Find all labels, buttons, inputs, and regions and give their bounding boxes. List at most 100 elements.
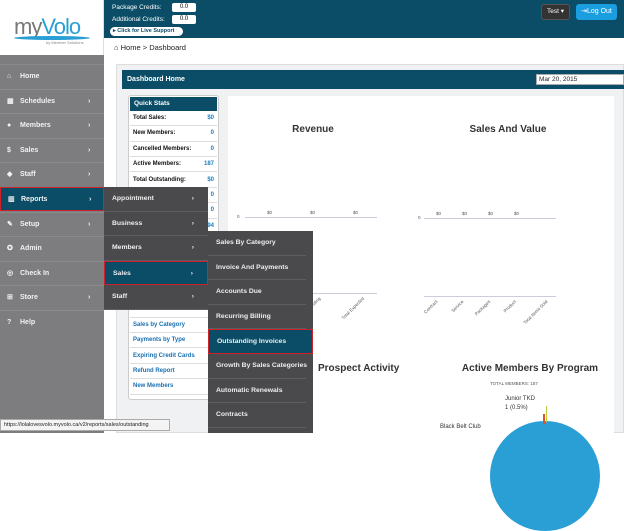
quick-stats-title: Quick Stats: [130, 97, 217, 111]
live-support-button[interactable]: ▸ Click for Live Support: [110, 27, 183, 36]
chevron-right-icon: ›: [191, 293, 194, 301]
dollar-icon: $: [7, 146, 11, 154]
report-link[interactable]: Payments by Type: [130, 333, 217, 349]
quick-stat-row: Total Sales: $0: [130, 111, 217, 127]
sidebar-item-label: Schedules: [20, 97, 56, 105]
sidebar-item-sales[interactable]: $ Sales ›: [0, 137, 104, 162]
additional-credits-label: Additional Credits:: [112, 16, 165, 23]
menu-item-label: Staff: [112, 293, 128, 301]
gear-icon: ✪: [7, 245, 13, 253]
quick-stat-value: $0: [207, 115, 214, 121]
sidebar-item-setup[interactable]: ✎ Setup ›: [0, 211, 104, 236]
logout-icon: ⇥: [581, 8, 587, 15]
live-support-label: Click for Live Support: [117, 28, 175, 34]
quick-stat-row: Cancelled Members: 0: [130, 142, 217, 158]
pie-slice-main: [490, 421, 600, 531]
revenue-data-label: $0: [267, 210, 273, 215]
quick-stat-label: Total Outstanding:: [133, 176, 186, 183]
sidebar-item-label: Members: [20, 122, 51, 130]
chevron-right-icon: ›: [89, 196, 92, 203]
sidebar-item-label: Admin: [20, 245, 42, 253]
report-link-label: Expiring Credit Cards: [133, 352, 195, 359]
user-icon: ●: [7, 122, 12, 130]
report-link[interactable]: New Members: [130, 379, 217, 395]
sidebar-item-staff[interactable]: ◆ Staff ›: [0, 162, 104, 186]
package-credits-label: Package Credits:: [112, 4, 162, 11]
sidebar-item-home[interactable]: ⌂ Home: [0, 64, 104, 88]
sidebar: ⌂ Home ▦ Schedules › ● Members › $ Sales › ◆ Staff › ▥…: [0, 55, 104, 433]
logo-tagline: by Member Solutions: [46, 40, 84, 45]
chevron-right-icon: ›: [88, 220, 91, 228]
quick-stat-value: 187: [203, 161, 214, 168]
logout-label: Log Out: [586, 8, 612, 15]
chevron-right-icon: ›: [190, 269, 193, 277]
breadcrumb: ⌂ Home > Dashboard: [114, 43, 186, 52]
menu-item-label: Business: [112, 219, 143, 227]
sidebar-item-reports[interactable]: ▥ Reports ›: [0, 187, 104, 211]
logo[interactable]: myVolo by Member Solutions: [0, 0, 104, 55]
breadcrumb-separator: >: [142, 43, 148, 52]
sidebar-item-store[interactable]: ⊞ Store ›: [0, 285, 104, 309]
sales-menu-item-recurring-billing[interactable]: Recurring Billing: [208, 305, 306, 330]
sales-menu-item-automatic-renewals[interactable]: Automatic Renewals: [208, 379, 306, 404]
total-members-subtitle: TOTAL MEMBERS: 187: [490, 381, 538, 386]
menu-item-label: Sales: [113, 269, 131, 277]
quick-stat-value: 0: [210, 207, 214, 214]
date-input[interactable]: Mar 20, 2015: [536, 74, 624, 85]
sidebar-item-label: Help: [20, 319, 36, 326]
reports-menu-item-sales[interactable]: Sales ›: [104, 260, 208, 286]
chevron-right-icon: ›: [191, 219, 194, 227]
chevron-right-icon: ›: [88, 146, 91, 154]
sales-menu-item-invoice-and-payments[interactable]: Invoice And Payments: [208, 256, 306, 281]
sales-menu-item-contracts[interactable]: Contracts: [208, 403, 306, 428]
quick-stat-value: 0: [210, 145, 214, 152]
staff-icon: ◆: [7, 171, 13, 179]
sales-value-chart-title: Sales And Value: [469, 124, 547, 135]
sidebar-item-help[interactable]: ? Help: [0, 310, 104, 334]
sidebar-item-label: Setup: [20, 220, 40, 228]
sidebar-item-label: Reports: [21, 196, 48, 203]
menu-item-label: Sales By Category: [216, 239, 276, 246]
sidebar-item-schedules[interactable]: ▦ Schedules ›: [0, 88, 104, 113]
user-menu-label: Test: [547, 8, 559, 15]
logout-button[interactable]: ⇥Log Out: [576, 4, 617, 20]
sales-menu-item-sales-by-category[interactable]: Sales By Category: [208, 231, 306, 256]
pie-label-black-belt-club: Black Belt Club: [440, 424, 481, 430]
menu-item-label: Contracts: [216, 411, 248, 419]
quick-stat-label: Active Members:: [133, 161, 182, 168]
chevron-right-icon: ›: [88, 171, 91, 179]
reports-submenu: Appointment › Business › Members › Sales › Staff…: [104, 187, 208, 310]
menu-item-label: Members: [112, 244, 142, 252]
report-link[interactable]: Sales by Category: [130, 318, 217, 334]
revenue-y-tick: 0: [237, 214, 240, 219]
quick-stat-label: Total Sales:: [133, 115, 167, 121]
reports-menu-item-members[interactable]: Members ›: [104, 236, 208, 261]
sidebar-item-check-in[interactable]: ◎ Check In: [0, 260, 104, 285]
menu-item-label: Outstanding Invoices: [217, 338, 287, 346]
sales-value-data-label: $0: [514, 211, 520, 216]
sales-value-x-axis: [424, 296, 556, 297]
sales-menu-item-accounts-due[interactable]: Accounts Due: [208, 280, 306, 305]
breadcrumb-current: Dashboard: [149, 43, 186, 52]
reports-menu-item-appointment[interactable]: Appointment ›: [104, 187, 208, 212]
report-link[interactable]: Refund Report: [130, 364, 217, 380]
revenue-baseline: [245, 217, 377, 218]
dashboard-header: Dashboard Home: [122, 70, 624, 89]
user-menu-button[interactable]: Test ▾: [541, 4, 570, 20]
breadcrumb-home[interactable]: Home: [120, 43, 141, 52]
menu-item-label: Invoice And Payments: [216, 263, 289, 271]
calendar-icon: ▦: [7, 97, 14, 105]
sales-menu-item-outstanding-invoices[interactable]: Outstanding Invoices: [208, 329, 313, 354]
members-by-program-title: Active Members By Program: [461, 363, 599, 374]
revenue-data-label: $0: [353, 210, 359, 215]
sidebar-item-members[interactable]: ● Members ›: [0, 113, 104, 137]
menu-item-label: Automatic Renewals: [216, 386, 283, 394]
sales-menu-item-growth-by-sales-categories[interactable]: Growth By Sales Categories: [208, 354, 307, 379]
reports-menu-item-business[interactable]: Business ›: [104, 212, 208, 237]
sidebar-item-admin[interactable]: ✪ Admin: [0, 236, 104, 260]
reports-menu-item-staff[interactable]: Staff ›: [104, 285, 208, 310]
pie-label-junior-tkd: Junior TKD: [505, 396, 535, 402]
home-icon: ⌂: [7, 73, 12, 80]
chevron-right-icon: ›: [88, 294, 91, 302]
report-link[interactable]: Expiring Credit Cards: [130, 349, 217, 364]
